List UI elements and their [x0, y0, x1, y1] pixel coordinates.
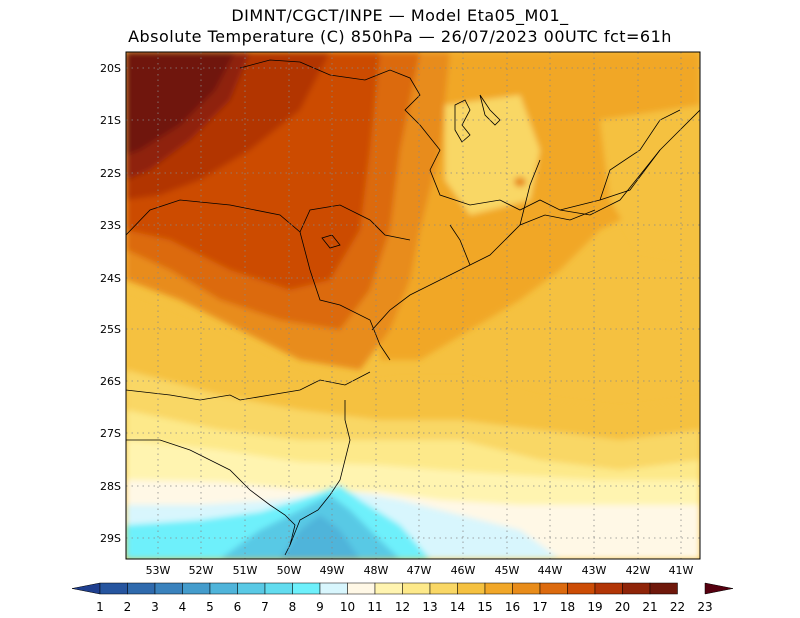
- colorbar-swatch: [71, 582, 101, 595]
- lat-label: 29S: [100, 532, 121, 545]
- colorbar-label: 6: [234, 600, 242, 614]
- colorbar-swatch: [429, 582, 458, 595]
- colorbar-swatch: [649, 582, 678, 595]
- colorbar-swatch: [457, 582, 486, 595]
- lon-label: 48W: [364, 564, 389, 577]
- lon-label: 47W: [407, 564, 432, 577]
- colorbar-swatch: [539, 582, 568, 595]
- colorbar-label: 8: [289, 600, 297, 614]
- colorbar-swatch: [209, 582, 238, 595]
- lon-label: 50W: [277, 564, 302, 577]
- lon-label: 46W: [451, 564, 476, 577]
- lat-label: 26S: [100, 375, 121, 388]
- colorbar-label: 13: [422, 600, 437, 614]
- plot-frame: [125, 51, 701, 560]
- colorbar-swatch: [594, 582, 623, 595]
- colorbar-label: 16: [505, 600, 520, 614]
- map-title-line-2: Absolute Temperature (C) 850hPa — 26/07/…: [128, 27, 672, 46]
- political-borders: [126, 59, 700, 556]
- lon-label: 53W: [146, 564, 171, 577]
- colorbar-swatch: [622, 582, 651, 595]
- colorbar-label: 4: [179, 600, 187, 614]
- temperature-field: [126, 52, 700, 559]
- colorbar-swatch: [127, 582, 156, 595]
- lat-label: 22S: [100, 167, 121, 180]
- colorbar-label: 7: [261, 600, 269, 614]
- colorbar-label: 1: [96, 600, 104, 614]
- lat-label: 25S: [100, 323, 121, 336]
- colorbar-swatch: [99, 582, 128, 595]
- lakes: [321, 94, 501, 249]
- lon-label: 52W: [189, 564, 214, 577]
- lon-label: 45W: [495, 564, 520, 577]
- colorbar-label: 17: [532, 600, 547, 614]
- colorbar-label: 9: [316, 600, 324, 614]
- colorbar-label: 10: [340, 600, 355, 614]
- colorbar-label: 22: [670, 600, 685, 614]
- lat-label: 24S: [100, 272, 121, 285]
- colorbar-label: 12: [395, 600, 410, 614]
- colorbar-label: 2: [124, 600, 132, 614]
- colorbar-label: 20: [615, 600, 630, 614]
- colorbar-swatch: [374, 582, 403, 595]
- colorbar-swatch: [182, 582, 211, 595]
- colorbar-swatch: [264, 582, 293, 595]
- colorbar-swatch: [154, 582, 183, 595]
- colorbar: 1 2 3 4 5 6 7 8 9 10 11 12 13 14 15 16 17 18 19 20 21 22 23: [71, 582, 734, 614]
- lon-label: 43W: [582, 564, 607, 577]
- lat-label: 23S: [100, 219, 121, 232]
- colorbar-label: 19: [587, 600, 602, 614]
- lat-label: 27S: [100, 427, 121, 440]
- colorbar-swatch: [512, 582, 541, 595]
- colorbar-label: 14: [450, 600, 465, 614]
- colorbar-label: 23: [697, 600, 712, 614]
- colorbar-swatch: [292, 582, 321, 595]
- lon-label: 41W: [669, 564, 694, 577]
- longitude-labels: 53W 52W 51W 50W 49W 48W 47W 46W 45W 44W …: [146, 564, 694, 577]
- colorbar-swatch: [484, 582, 513, 595]
- colorbar-swatch: [567, 582, 596, 595]
- lon-label: 44W: [538, 564, 563, 577]
- lon-label: 51W: [233, 564, 258, 577]
- latitude-labels: 20S 21S 22S 23S 24S 25S 26S 27S 28S 29S: [100, 62, 121, 545]
- colorbar-swatch: [347, 582, 376, 595]
- colorbar-label: 11: [367, 600, 382, 614]
- colorbar-label: 3: [151, 600, 159, 614]
- colorbar-swatch: [704, 582, 734, 595]
- colorbar-label: 15: [477, 600, 492, 614]
- map-title-line-1: DIMNT/CGCT/INPE — Model Eta05_M01_: [231, 6, 569, 25]
- lat-label: 21S: [100, 114, 121, 127]
- colorbar-swatch: [237, 582, 266, 595]
- lon-label: 42W: [626, 564, 651, 577]
- colorbar-swatch: [402, 582, 431, 595]
- colorbar-label: 21: [642, 600, 657, 614]
- colorbar-swatch: [319, 582, 348, 595]
- lon-label: 49W: [320, 564, 345, 577]
- lat-label: 28S: [100, 480, 121, 493]
- colorbar-label: 5: [206, 600, 214, 614]
- gridlines: [126, 52, 700, 559]
- lat-label: 20S: [100, 62, 121, 75]
- colorbar-label: 18: [560, 600, 575, 614]
